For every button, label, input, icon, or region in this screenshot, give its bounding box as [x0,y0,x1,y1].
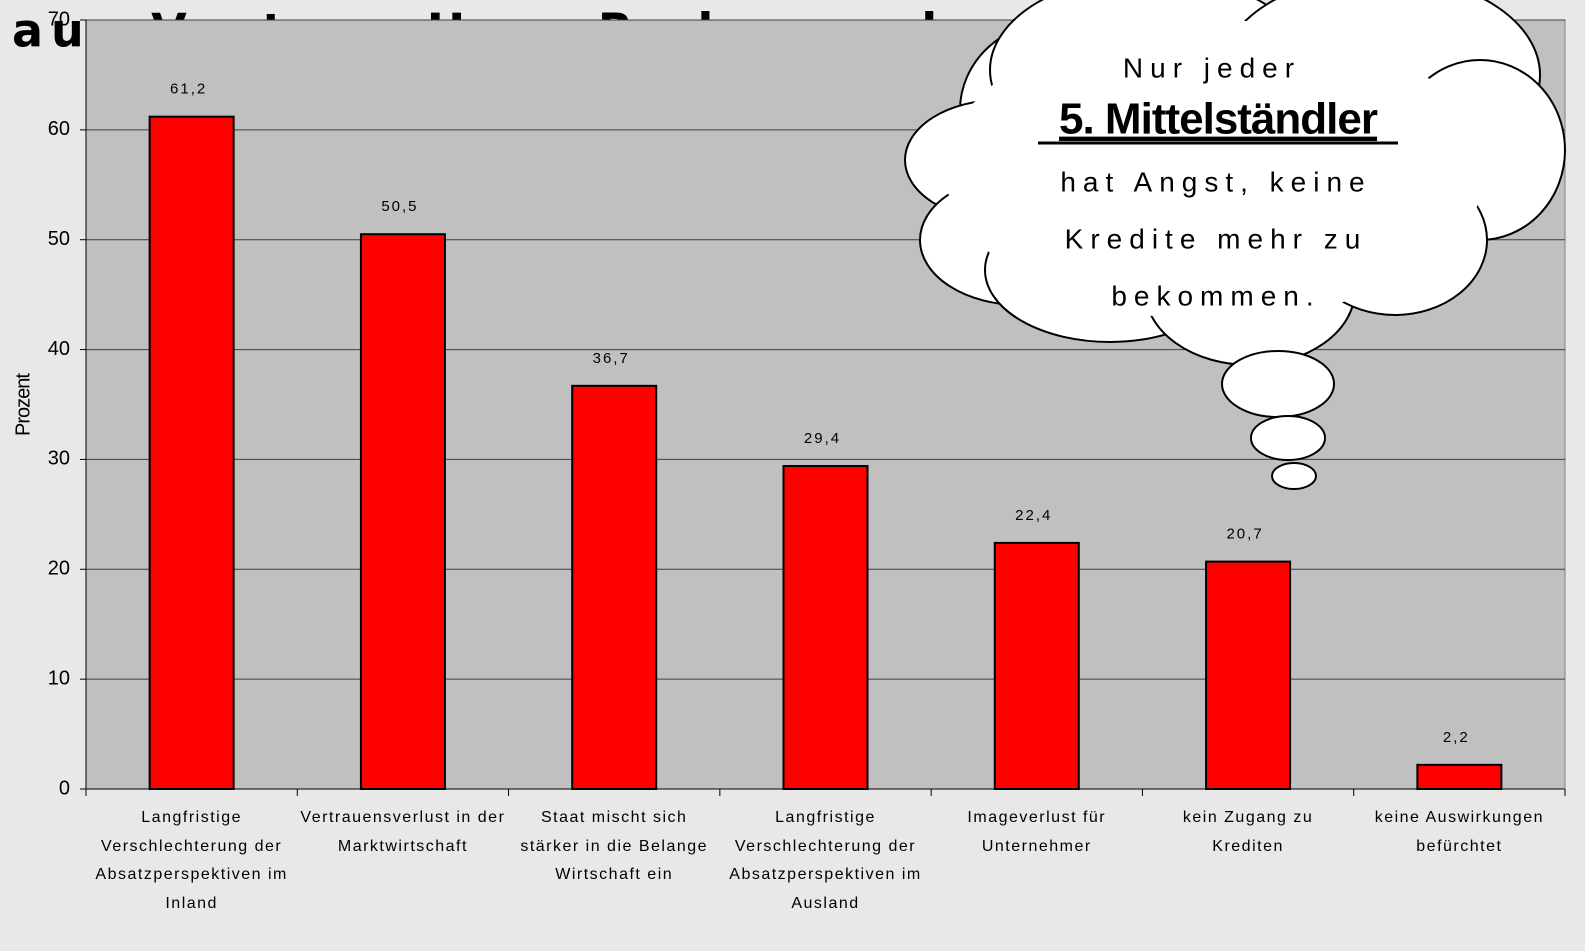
bar [148,115,235,791]
y-tick-label: 0 [59,777,70,799]
value-label: 20,7 [1226,526,1263,543]
bar [571,384,658,790]
bar [782,465,869,790]
y-tick-label: 10 [48,667,70,689]
bar [359,233,446,790]
value-label: 22,4 [1015,507,1052,524]
y-tick-label: 70 [48,8,70,30]
thought-cloud [904,0,1566,490]
value-label: 36,7 [593,350,630,367]
y-axis-label: Prozent [12,373,34,436]
y-tick-label: 50 [48,228,70,250]
x-tick-label: kein Zugang zu Krediten [1182,809,1314,855]
annotation: hat Angst, keine [1060,166,1371,197]
x-tick-label: Staat mischt sich stärker in die Belange… [520,809,709,883]
value-label: 2,2 [1443,729,1470,746]
annotation: bekommen. [1111,280,1320,311]
x-tick-label: Langfristige Verschlechterung der Absatz… [729,809,922,912]
annotation: Nur jeder [1123,52,1301,83]
bar [1205,560,1292,790]
value-label: 50,5 [381,198,418,215]
annotation: Kredite mehr zu [1065,223,1368,254]
annotation: 5. Mittelständler [1059,95,1378,144]
y-tick-label: 40 [48,338,70,360]
x-tick-label: Langfristige Verschlechterung der Absatz… [95,809,288,912]
plot: 0 10 20 30 40 50 60 70 61,2 50,5 36,7 29,4 22,4 20,7 2… [48,8,1566,799]
y-tick-label: 60 [48,118,70,140]
value-label: 29,4 [804,430,841,447]
x-tick-label: keine Auswirkungen befürchtet [1374,809,1544,855]
value-label: 61,2 [170,81,207,98]
x-tick-label: Vertrauensverlust in der Marktwirtschaft [300,809,506,855]
y-tick-label: 20 [48,558,70,580]
bar [993,541,1080,790]
x-tick-label: Imageverlust für Unternehmer [967,809,1107,855]
y-tick-label: 30 [48,448,70,470]
bar [1416,763,1503,790]
